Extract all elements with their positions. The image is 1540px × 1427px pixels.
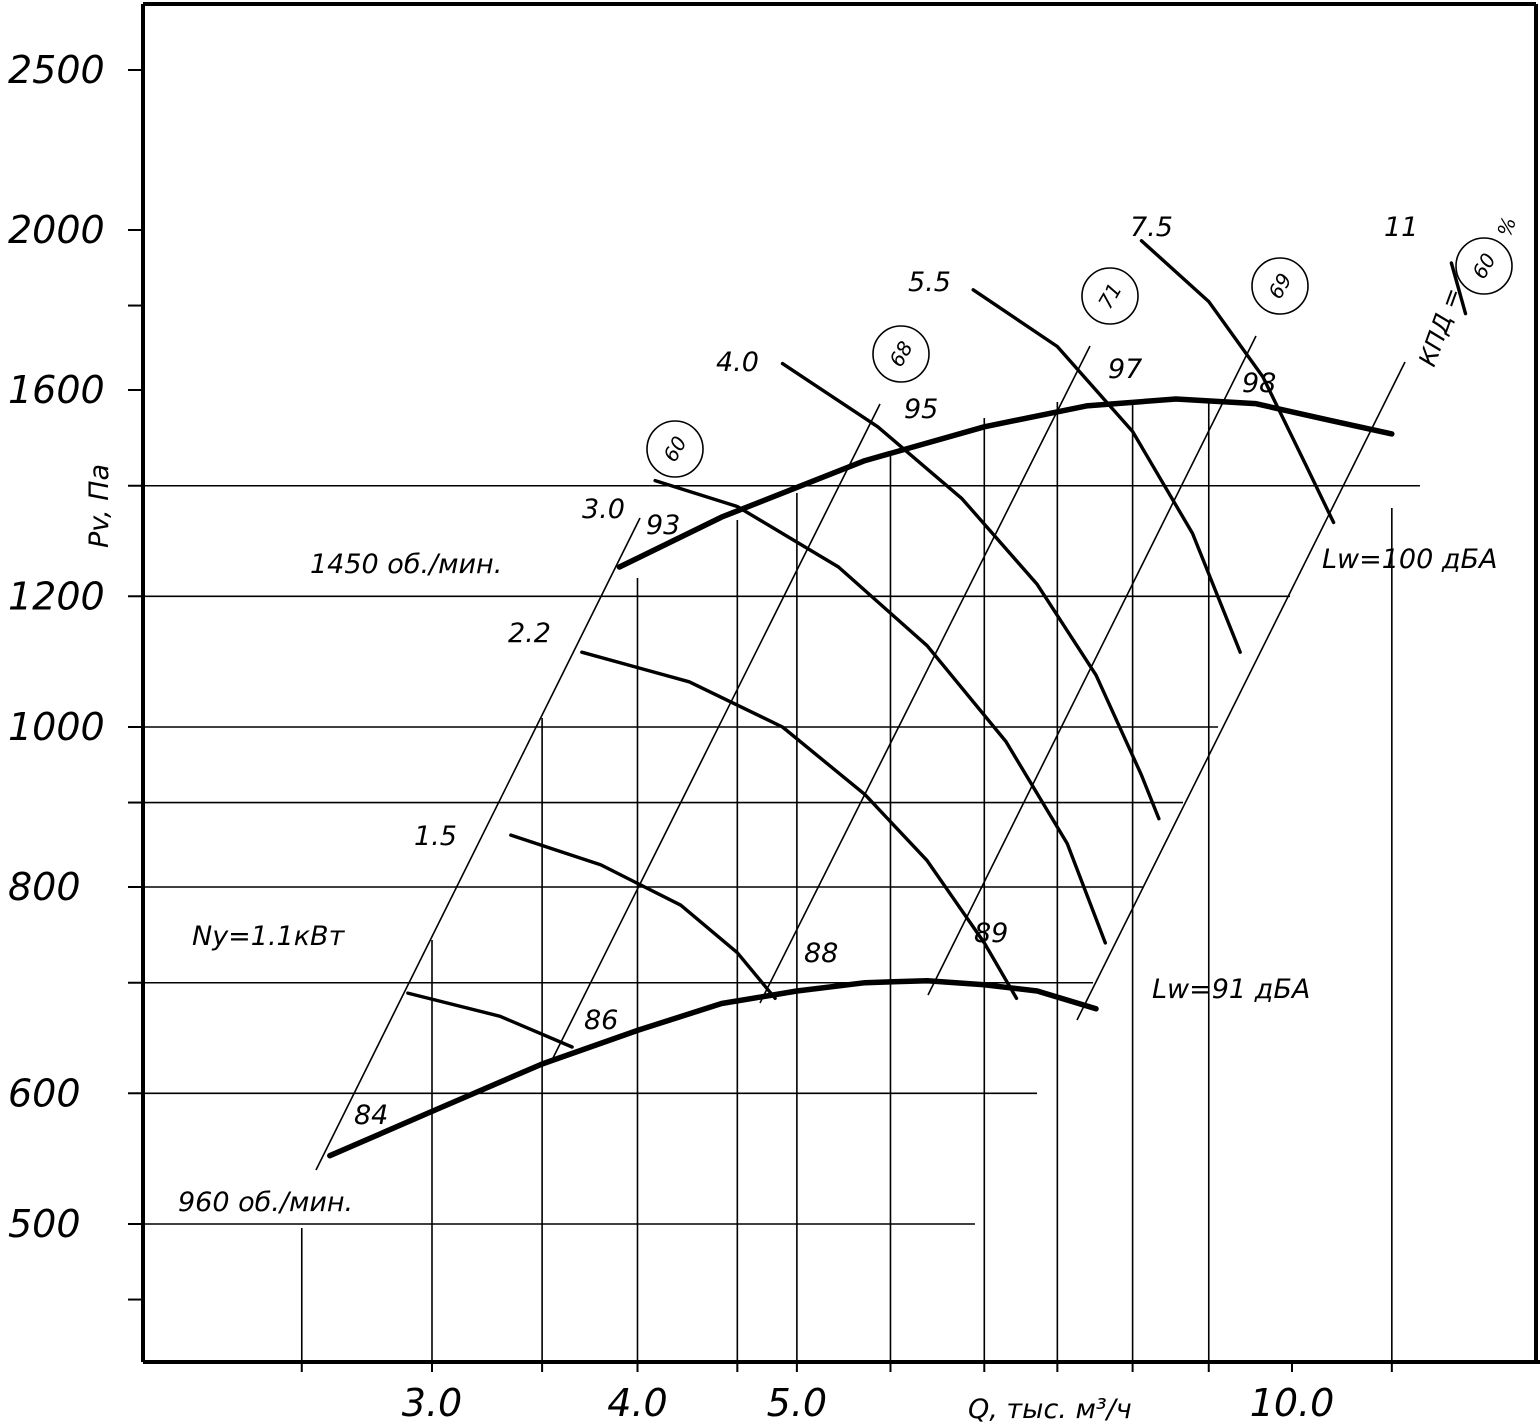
power-curve: [580, 650, 1019, 1000]
noise-label: 97: [1108, 354, 1142, 385]
y-tick-label: 600: [8, 1071, 81, 1115]
power-curve: [971, 288, 1242, 654]
y-tick-label: 500: [8, 1202, 81, 1246]
power-curve: [653, 478, 1107, 945]
speed-curve: [327, 977, 1099, 1159]
y-tick-label: 1000: [8, 705, 105, 749]
x-tick-label: 4.0: [607, 1381, 667, 1425]
x-axis-title: Q, тыс. м³/ч: [968, 1394, 1132, 1425]
power-curve: [1139, 239, 1336, 525]
power-curve: [509, 833, 777, 1000]
power-label: 4.0: [716, 347, 759, 378]
power-curve: [406, 991, 574, 1049]
power-label-min: Nу=1.1кВт: [192, 921, 346, 952]
efficiency-circle: [1081, 267, 1139, 325]
efficiency-prefix: КПД =: [1413, 284, 1467, 370]
y-tick-label: 2500: [8, 48, 105, 92]
x-tick-label: 10.0: [1250, 1381, 1335, 1425]
noise-line: [315, 517, 641, 1171]
efficiency-circle: [646, 420, 704, 478]
axis-ticks: 500 600 800 1000 1200 1600 2000 2500 3.0 4.0 5.0 10…: [8, 48, 1393, 1425]
noise-line: [1076, 361, 1406, 1021]
power-label: 1.5: [414, 821, 457, 852]
efficiency-circle: [1455, 237, 1513, 295]
x-tick-label: 5.0: [767, 1381, 827, 1425]
noise-label: 98: [1242, 368, 1276, 399]
speed-curves: [327, 396, 1395, 1159]
power-label: 2.2: [508, 618, 551, 649]
noise-lines: [315, 335, 1406, 1171]
power-label: 7.5: [1130, 212, 1173, 243]
noise-label: 89: [974, 918, 1008, 949]
x-tick-label: 3.0: [402, 1381, 462, 1425]
annotations: 1450 об./мин. 960 об./мин. 1.5 2.2 3.0 4.0 5.5…: [178, 212, 1521, 1218]
y-tick-label: 1200: [8, 574, 105, 618]
noise-label: 88: [804, 938, 838, 969]
noise-line: [759, 345, 1091, 1004]
noise-line: [552, 403, 881, 1059]
speed-label-1450: 1450 об./мин.: [310, 549, 502, 580]
efficiency-unit: %: [1492, 214, 1521, 240]
noise-label-min: Lw=91 дБА: [1152, 974, 1310, 1005]
grid: [143, 400, 1420, 1362]
noise-label: 86: [584, 1005, 618, 1036]
efficiency-circle: [1251, 257, 1309, 315]
noise-label: 84: [354, 1100, 388, 1131]
plot-frame: [141, 2, 1540, 1364]
noise-label: 93: [646, 510, 680, 541]
power-curves: [406, 239, 1468, 1049]
power-label: 5.5: [908, 267, 951, 298]
power-label: 11: [1384, 212, 1418, 243]
power-curve: [780, 361, 1161, 821]
power-label: 3.0: [582, 494, 625, 525]
efficiency-circle: [872, 325, 930, 383]
noise-line: [927, 335, 1257, 996]
y-tick-label: 1600: [8, 368, 105, 412]
y-tick-label: 2000: [8, 208, 105, 252]
y-axis-title: Pv, Па: [84, 464, 115, 548]
speed-curve: [616, 396, 1395, 570]
noise-label: 95: [904, 394, 938, 425]
speed-label-960: 960 об./мин.: [178, 1187, 353, 1218]
y-tick-label: 800: [8, 865, 81, 909]
noise-label-max: Lw=100 дБА: [1322, 544, 1498, 575]
power-curve: [1449, 261, 1468, 316]
